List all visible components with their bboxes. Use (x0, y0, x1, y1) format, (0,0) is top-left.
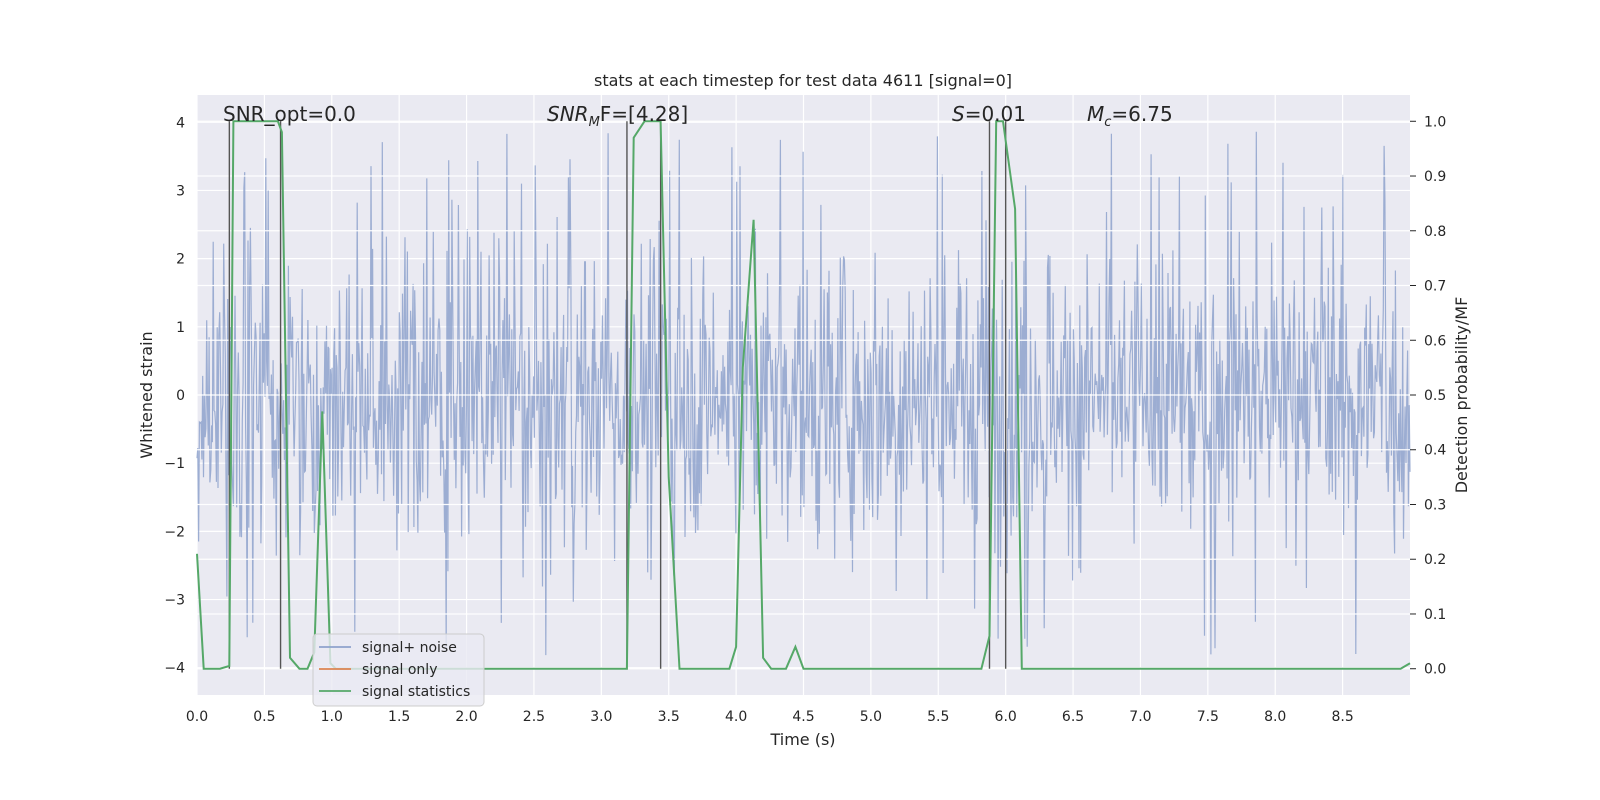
y-tick-label: −1 (164, 456, 185, 472)
y2-axis-label: Detection probability/MF (1452, 297, 1471, 494)
x-tick-label: 7.5 (1197, 709, 1219, 725)
x-tick-label: 4.0 (725, 709, 747, 725)
y2-tick-label: 0.0 (1424, 662, 1446, 678)
legend-label-signal-noise: signal+ noise (362, 640, 457, 656)
x-tick-label: 5.5 (927, 709, 949, 725)
y2-tick-label: 0.4 (1424, 443, 1446, 459)
tick-labels: 0.0 0.5 1.0 1.5 2.0 2.5 3.0 3.5 4.0 4.5 5.0 5.5 6.0 6… (164, 114, 1446, 725)
x-tick-label: 2.0 (455, 709, 477, 725)
signal-noise-line (196, 131, 1411, 656)
y-tick-label: 4 (176, 115, 185, 131)
y2-tick-label: 0.5 (1424, 388, 1446, 404)
y2-tick-label: 0.8 (1424, 224, 1446, 240)
y-axis-label: Whitened strain (137, 331, 156, 458)
series-signal-statistics (196, 120, 1411, 670)
annotation-mc: Mc=6.75 (1087, 102, 1173, 130)
y2-tick-label: 1.0 (1424, 114, 1446, 130)
legend: signal+ noise signal only signal statist… (312, 633, 485, 707)
chart-title: stats at each timestep for test data 461… (594, 71, 1012, 90)
x-tick-label: 0.0 (186, 709, 208, 725)
y2-tick-label: 0.3 (1424, 497, 1446, 513)
y-tick-label: −3 (164, 593, 185, 609)
y2-tick-label: 0.6 (1424, 333, 1446, 349)
annotation-snr-opt: SNR_opt=0.0 (223, 102, 356, 126)
x-tick-label: 1.5 (388, 709, 410, 725)
x-tick-label: 3.0 (590, 709, 612, 725)
legend-label-signal-only: signal only (362, 662, 437, 678)
y-tick-label: 2 (176, 252, 185, 268)
x-tick-label: 0.5 (253, 709, 275, 725)
x-tick-label: 6.5 (1062, 709, 1084, 725)
y-tick-label: 0 (176, 388, 185, 404)
legend-box (312, 633, 485, 707)
y-tick-label: −4 (164, 661, 185, 677)
x-tick-label: 8.0 (1264, 709, 1286, 725)
annotation-s: S=0.01 (952, 102, 1026, 126)
x-tick-label: 3.5 (658, 709, 680, 725)
y2-tick-label: 0.9 (1424, 169, 1446, 185)
x-tick-label: 6.0 (995, 709, 1017, 725)
x-axis-label: Time (s) (769, 730, 835, 749)
x-tick-label: 5.0 (860, 709, 882, 725)
y2-tick-label: 0.7 (1424, 279, 1446, 295)
y2-tick-label: 0.2 (1424, 552, 1446, 568)
y-tick-label: 3 (176, 183, 185, 199)
series-signal-noise (196, 131, 1411, 656)
y2-tick-label: 0.1 (1424, 607, 1446, 623)
signal-statistics-line (196, 120, 1411, 670)
x-tick-label: 8.5 (1331, 709, 1353, 725)
y-tick-label: −2 (164, 524, 185, 540)
x-tick-label: 2.5 (523, 709, 545, 725)
x-tick-label: 1.0 (321, 709, 343, 725)
right-grid (197, 120, 1410, 670)
legend-label-signal-statistics: signal statistics (362, 684, 470, 700)
annotation-snr-mf: SNRMF=[4.28] (547, 102, 688, 130)
x-tick-label: 4.5 (792, 709, 814, 725)
y-tick-label: 1 (176, 320, 185, 336)
x-tick-label: 7.0 (1129, 709, 1151, 725)
